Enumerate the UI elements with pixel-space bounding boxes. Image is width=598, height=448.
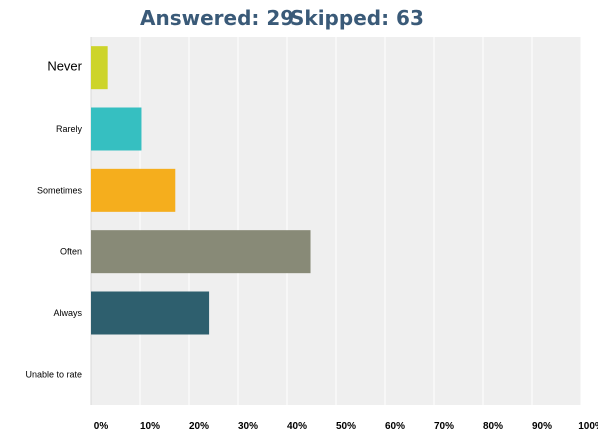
category-label: Never (47, 59, 82, 74)
category-label: Rarely (56, 124, 83, 134)
x-tick-label: 60% (385, 421, 405, 432)
bar-never (91, 46, 108, 90)
x-tick-label: 50% (336, 421, 356, 432)
x-tick-label: 0% (94, 421, 109, 432)
x-tick-label: 20% (189, 421, 209, 432)
x-tick-label: 30% (238, 421, 258, 432)
skipped-count: Skipped: 63 (290, 6, 424, 30)
x-tick-label: 90% (532, 421, 552, 432)
bar-always (91, 291, 210, 335)
category-label: Always (53, 308, 82, 318)
x-tick-label: 80% (483, 421, 503, 432)
bar-rarely (91, 107, 142, 151)
bar-sometimes (91, 168, 176, 212)
x-tick-label: 70% (434, 421, 454, 432)
category-label: Sometimes (37, 185, 83, 195)
bar-often (91, 230, 311, 274)
x-tick-label: 10% (140, 421, 160, 432)
answered-count: Answered: 29 (140, 6, 295, 30)
category-label: Often (60, 247, 82, 257)
x-tick-label: 100% (578, 421, 598, 432)
category-label: Unable to rate (25, 369, 82, 379)
response-summary-header: Answered: 29 Skipped: 63 (0, 6, 598, 34)
x-tick-label: 40% (287, 421, 307, 432)
